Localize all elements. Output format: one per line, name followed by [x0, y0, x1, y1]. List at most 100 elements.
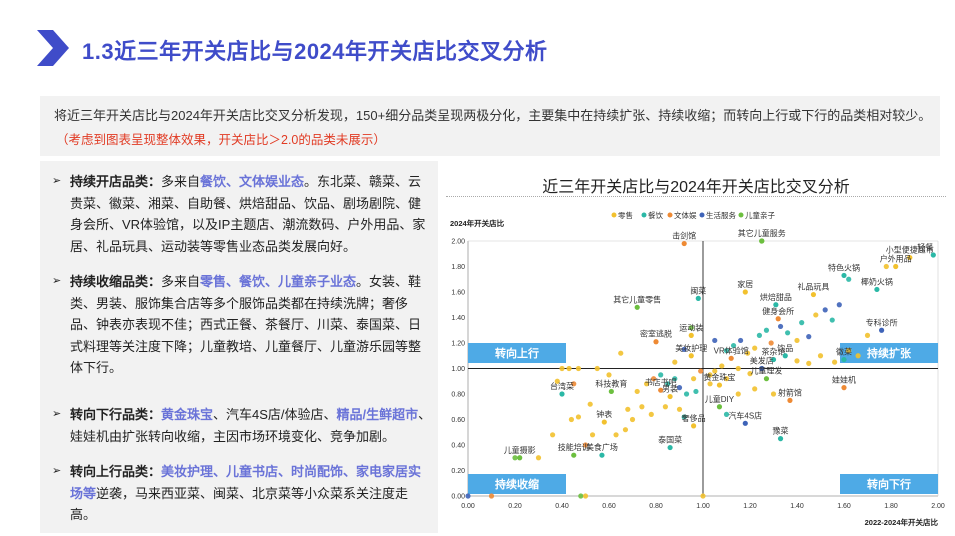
data-label: 科技教育: [595, 378, 627, 388]
data-point: [676, 385, 683, 391]
bullet-marker: ➢: [52, 175, 62, 187]
data-point: [700, 493, 706, 499]
summary-box: 将近三年开关店比与2024年开关店比交叉分析发现，150+细分品类呈现两极分化，…: [40, 96, 940, 156]
data-point: [730, 342, 737, 349]
data-point: [716, 404, 723, 410]
data-point: [676, 406, 683, 412]
x-tick-label: 0.60: [602, 503, 616, 510]
data-point: [662, 404, 668, 410]
data-point: [883, 263, 889, 270]
data-point: [775, 316, 781, 322]
y-tick-label: 1.60: [451, 290, 465, 297]
bullet-segment: 美妆护理、儿童书店、时尚配饰、家电家居实场等: [70, 464, 422, 501]
bullet-segment: 零售、餐饮、儿童亲子业态: [200, 274, 357, 289]
x-tick-label: 0.20: [508, 503, 522, 510]
data-point: [777, 436, 784, 442]
legend-marker: [611, 212, 617, 218]
data-point: [691, 423, 697, 429]
data-label: VR体验馆: [714, 345, 749, 355]
bullet-segment: 持续收缩品类：: [70, 274, 162, 289]
legend-label: 餐饮: [648, 210, 663, 220]
data-point: [829, 317, 835, 323]
data-point: [712, 337, 718, 344]
data-point: [707, 372, 713, 378]
data-point: [738, 337, 744, 344]
data-point: [841, 385, 847, 391]
legend-marker: [738, 212, 744, 218]
data-point: [735, 365, 741, 372]
data-label: 小型便捷超市: [886, 245, 934, 255]
data-label: 其它儿童服务: [738, 228, 786, 238]
y-tick-label: 0.20: [451, 468, 465, 475]
data-label: 美发店: [750, 356, 774, 366]
data-point: [512, 455, 518, 461]
data-label: 轻餐: [917, 242, 933, 252]
data-point: [683, 391, 690, 397]
bullet-segment: 黄金珠宝: [161, 407, 214, 422]
bullet-text: 转向上行品类：美妆护理、儿童书店、时尚配饰、家电家居实场等逆袭，马来西亚菜、闽菜…: [70, 461, 432, 526]
data-point: [707, 381, 713, 387]
data-point: [691, 376, 697, 382]
quadrant-label: 持续收缩: [495, 477, 539, 491]
quadrant-banner: [468, 343, 566, 363]
legend-marker: [667, 212, 673, 218]
bullet-text: 转向下行品类：黄金珠宝、汽车4S店/体验店、精品/生鲜超市、娃娃机由扩张转向收缩…: [70, 404, 432, 447]
y-axis-title: 2024年开关店比: [450, 218, 505, 228]
data-point: [846, 348, 852, 354]
data-point: [747, 371, 753, 377]
data-point: [787, 397, 793, 403]
data-point: [535, 455, 542, 461]
data-label: 泰国菜: [658, 435, 682, 445]
data-point: [770, 391, 777, 397]
data-label: 娃娃机: [832, 375, 856, 385]
quadrant-banner: [840, 474, 938, 494]
chart-title: 近三年开关店比与2024年开关店比交叉分析: [542, 179, 850, 196]
data-point: [832, 359, 838, 365]
data-point: [582, 442, 589, 448]
data-point: [698, 368, 704, 374]
data-point: [559, 391, 565, 397]
data-point: [756, 332, 762, 338]
data-label: 礼品玩具: [797, 282, 829, 292]
data-label: 儿童DIY: [705, 394, 735, 404]
data-point: [712, 368, 718, 374]
data-point: [874, 286, 880, 293]
quadrant-banner: [468, 474, 566, 494]
data-point: [599, 452, 605, 458]
data-point: [667, 393, 673, 400]
legend-marker: [699, 212, 705, 218]
data-label: 技能培训: [558, 442, 590, 452]
data-point: [864, 332, 871, 338]
data-point: [578, 493, 584, 499]
data-point: [745, 350, 751, 356]
data-label: 美食广场: [586, 442, 618, 452]
bullet-segment: 转向下行品类：: [70, 407, 162, 422]
data-point: [768, 340, 774, 346]
data-point: [618, 350, 624, 356]
data-label: 户外用品: [880, 254, 912, 264]
x-tick-label: 1.00: [696, 503, 710, 510]
data-label: 饮品: [777, 343, 793, 353]
quadrant-banner: [840, 343, 938, 363]
x-tick-label: 1.20: [743, 503, 757, 510]
data-point: [763, 327, 770, 333]
data-point: [785, 330, 791, 336]
data-point: [742, 420, 748, 426]
data-point: [716, 382, 723, 388]
bullet-segment: 多来自: [161, 274, 201, 289]
data-point: [634, 388, 640, 395]
data-point: [777, 323, 784, 330]
data-point: [688, 325, 694, 331]
summary-text: 将近三年开关店比与2024年开关店比交叉分析发现，150+细分品类呈现两极分化，…: [54, 108, 932, 123]
data-point: [836, 302, 842, 308]
x-tick-label: 0.00: [461, 503, 475, 510]
x-tick-label: 1.60: [837, 503, 851, 510]
y-tick-label: 0.00: [451, 494, 465, 501]
data-point: [907, 254, 913, 261]
data-point: [759, 238, 765, 244]
data-point: [893, 263, 899, 270]
data-point: [735, 391, 741, 397]
data-point: [658, 372, 664, 378]
x-tick-label: 1.40: [790, 503, 804, 510]
data-point: [799, 320, 805, 326]
